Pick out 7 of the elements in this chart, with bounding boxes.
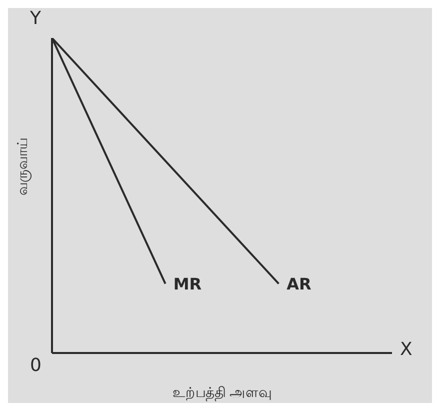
series-label: AR: [286, 274, 312, 294]
text: X: [400, 339, 412, 360]
text: 0: [30, 355, 42, 376]
y-axis-title: வருவாய்: [14, 138, 31, 196]
series-label: MR: [173, 274, 202, 294]
x-axis-title: உற்பத்தி அளவு: [172, 385, 272, 401]
text: Y: [30, 8, 41, 29]
